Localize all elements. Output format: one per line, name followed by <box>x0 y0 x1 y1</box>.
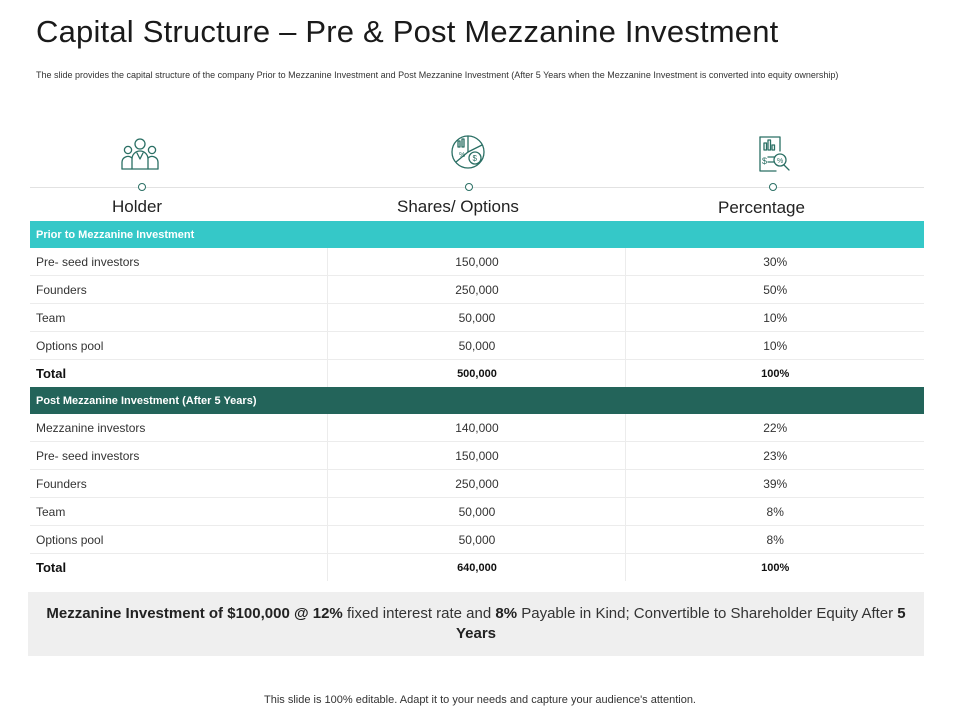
report-magnifier-icon: $ % <box>748 134 796 174</box>
capital-structure-table: Prior to Mezzanine Investment Pre- seed … <box>30 221 924 581</box>
note-bold-amount: Mezzanine Investment of $100,000 @ 12% <box>46 605 343 622</box>
total-percentage: 100% <box>625 359 924 387</box>
people-icon <box>116 134 164 174</box>
percentage-cell: 8% <box>625 525 924 554</box>
table-row: Team 50,000 8% <box>30 497 924 526</box>
footer-text: This slide is 100% editable. Adapt it to… <box>264 694 696 706</box>
timeline-dot-percentage <box>769 183 777 191</box>
page-subtitle: The slide provides the capital structure… <box>36 70 839 80</box>
note-text-rate: fixed interest rate and <box>342 605 496 622</box>
table-row: Founders 250,000 50% <box>30 275 924 304</box>
svg-text:$: $ <box>762 156 767 166</box>
svg-text:%: % <box>777 158 783 165</box>
shares-cell: 150,000 <box>327 441 626 470</box>
percentage-cell: 30% <box>625 248 924 276</box>
holder-cell: Options pool <box>30 525 328 554</box>
section-header-post: Post Mezzanine Investment (After 5 Years… <box>30 387 924 414</box>
table-row: Founders 250,000 39% <box>30 469 924 498</box>
section-header-pre: Prior to Mezzanine Investment <box>30 221 924 248</box>
icons-row: $ % $ % <box>30 132 924 192</box>
percentage-cell: 39% <box>625 469 924 498</box>
total-label: Total <box>36 366 67 381</box>
note-bold-pik: 8% <box>495 605 518 622</box>
section-label: Prior to Mezzanine Investment <box>30 221 924 248</box>
holder-cell: Founders <box>30 275 328 304</box>
investment-note-text: Mezzanine Investment of $100,000 @ 12% f… <box>36 604 916 644</box>
table-row: Options pool 50,000 8% <box>30 525 924 554</box>
percentage-cell: 23% <box>625 441 924 470</box>
timeline-dot-shares <box>465 183 473 191</box>
percentage-cell: 10% <box>625 303 924 332</box>
column-header-percentage: Percentage <box>718 198 805 217</box>
shares-cell: 250,000 <box>327 275 626 304</box>
shares-cell: 150,000 <box>327 248 626 276</box>
column-header-shares: Shares/ Options <box>397 197 519 216</box>
holder-cell: Team <box>30 303 328 332</box>
total-shares: 640,000 <box>327 553 626 581</box>
percentage-cell: 8% <box>625 497 924 526</box>
note-bold-years: 5 Years <box>455 605 906 642</box>
holder-cell: Mezzanine investors <box>30 414 328 442</box>
investment-note: Mezzanine Investment of $100,000 @ 12% f… <box>28 592 924 656</box>
note-text-convertible: Payable in Kind; Convertible to Sharehol… <box>517 605 898 622</box>
holder-cell: Pre- seed investors <box>30 248 328 276</box>
header-divider <box>30 187 924 188</box>
total-row-pre: Total 500,000 100% <box>30 359 924 387</box>
table-row: Pre- seed investors 150,000 30% <box>30 248 924 276</box>
table-row: Team 50,000 10% <box>30 303 924 332</box>
table-row: Mezzanine investors 140,000 22% <box>30 414 924 442</box>
shares-cell: 140,000 <box>327 414 626 442</box>
svg-text:$: $ <box>473 154 478 163</box>
percentage-cell: 50% <box>625 275 924 304</box>
holder-cell: Team <box>30 497 328 526</box>
shares-cell: 50,000 <box>327 303 626 332</box>
holder-cell: Pre- seed investors <box>30 441 328 470</box>
timeline-dot-holder <box>138 183 146 191</box>
percentage-cell: 10% <box>625 331 924 360</box>
shares-cell: 250,000 <box>327 469 626 498</box>
total-shares: 500,000 <box>327 359 626 387</box>
total-row-post: Total 640,000 100% <box>30 553 924 581</box>
table-row: Options pool 50,000 10% <box>30 331 924 360</box>
pie-chart-money-icon: $ % <box>444 132 492 172</box>
shares-cell: 50,000 <box>327 525 626 554</box>
total-label: Total <box>36 560 67 575</box>
svg-text:%: % <box>459 152 465 159</box>
holder-cell: Options pool <box>30 331 328 360</box>
section-label: Post Mezzanine Investment (After 5 Years… <box>30 387 924 414</box>
shares-cell: 50,000 <box>327 331 626 360</box>
column-header-holder: Holder <box>112 197 163 216</box>
shares-cell: 50,000 <box>327 497 626 526</box>
page-title: Capital Structure – Pre & Post Mezzanine… <box>36 14 779 49</box>
holder-cell: Founders <box>30 469 328 498</box>
percentage-cell: 22% <box>625 414 924 442</box>
table-row: Pre- seed investors 150,000 23% <box>30 441 924 470</box>
total-percentage: 100% <box>625 553 924 581</box>
